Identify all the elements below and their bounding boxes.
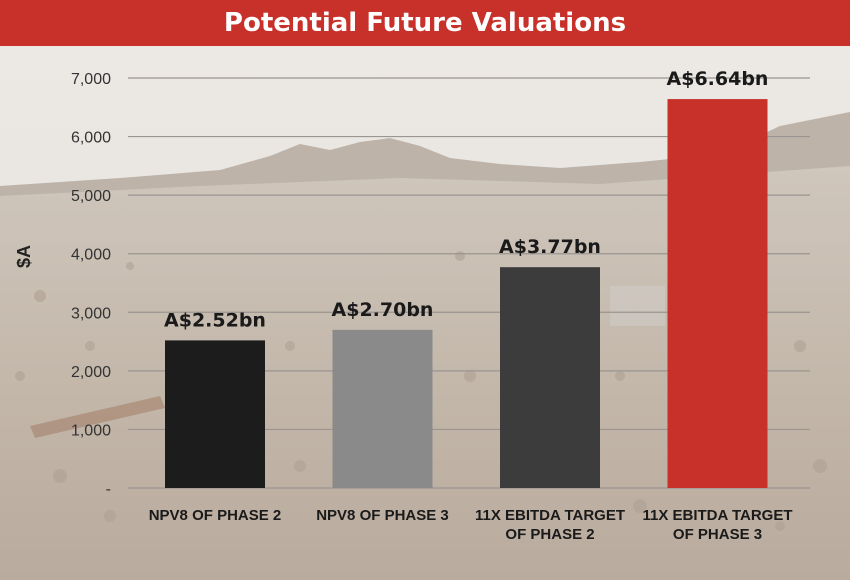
y-tick-label: 2,000 — [71, 364, 111, 381]
y-tick-label: 4,000 — [71, 247, 111, 264]
bar-3 — [500, 267, 600, 488]
y-tick-label: - — [106, 481, 111, 498]
y-axis-ticks: - 1,000 2,000 3,000 4,000 5,000 6,000 7,000 — [71, 71, 111, 498]
y-axis-label: $A — [14, 244, 34, 268]
x-axis-categories: NPV8 OF PHASE 2 NPV8 OF PHASE 3 11X EBITDA… — [149, 507, 793, 543]
category-label: NPV8 OF PHASE 2 — [149, 507, 282, 524]
y-tick-label: 3,000 — [71, 305, 111, 322]
bar-4 — [667, 99, 768, 488]
category-label: OF PHASE 3 — [673, 526, 762, 543]
category-label: 11X EBITDA TARGET — [475, 507, 625, 524]
chart-title-bar: Potential Future Valuations — [0, 0, 850, 46]
y-tick-label: 5,000 — [71, 188, 111, 205]
bar-2 — [332, 329, 433, 488]
data-label-2: A$2.70bn — [332, 299, 434, 321]
chart-title: Potential Future Valuations — [223, 8, 627, 38]
category-label: OF PHASE 2 — [505, 526, 594, 543]
y-tick-label: 6,000 — [71, 130, 111, 147]
bar-1 — [165, 340, 265, 488]
data-labels: A$2.52bn A$2.70bn A$3.77bn A$6.64bn — [164, 68, 768, 331]
category-label: NPV8 OF PHASE 3 — [316, 507, 449, 524]
category-label: 11X EBITDA TARGET — [642, 507, 792, 524]
data-label-3: A$3.77bn — [499, 236, 601, 258]
y-tick-label: 1,000 — [71, 422, 111, 439]
data-label-4: A$6.64bn — [667, 68, 769, 90]
data-label-1: A$2.52bn — [164, 309, 266, 331]
y-tick-label: 7,000 — [71, 71, 111, 88]
bars — [165, 99, 768, 488]
